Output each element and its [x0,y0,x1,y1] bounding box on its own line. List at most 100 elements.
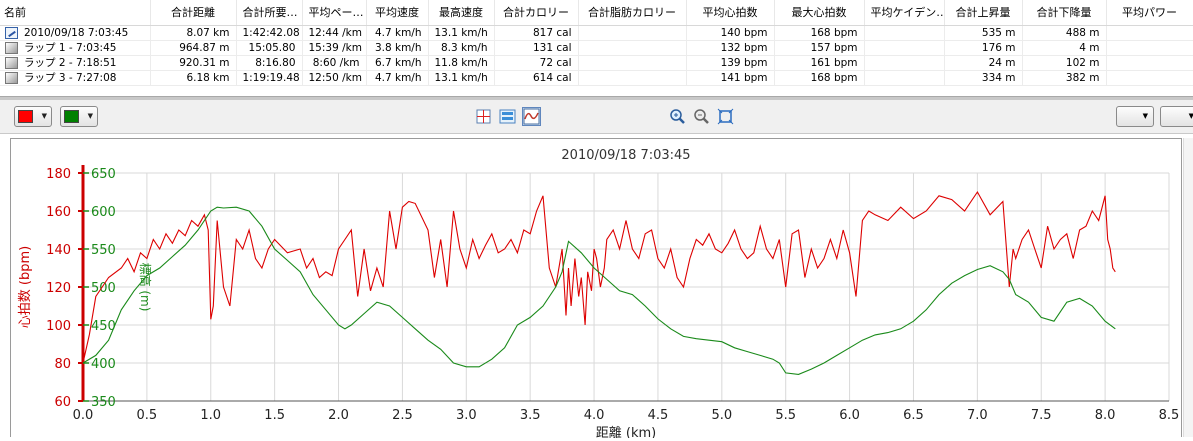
crosshair-icon [476,109,491,124]
column-header[interactable]: 合計脂肪カロリー [578,0,687,26]
x-tick-label: 4.5 [648,408,669,423]
x-tick-label: 4.0 [584,408,605,423]
column-header[interactable]: 名前 [0,0,151,26]
elevation-tick-label: 550 [91,243,116,258]
table-cell: 168 bpm [774,25,865,41]
table-cell: 4 m [1022,40,1107,56]
lap-icon [5,41,18,54]
column-header[interactable]: 合計距離 [150,0,237,26]
chart-panel: 2010/09/18 7:03:45 0.0 0.5 1.0 1.5 2.0 2.5 3.0 3… [10,138,1182,441]
column-header[interactable]: 平均パワー [1106,0,1193,26]
table-cell: 920.31 m [150,55,237,71]
right-dropdown-button-1[interactable]: ▼ [1116,106,1154,127]
row-name-cell: ラップ 3 - 7:27:08 [0,70,151,86]
table-cell: 6.18 km [150,70,237,86]
x-tick-label: 8.0 [1095,408,1116,423]
secondary-color-button[interactable]: ▼ [60,106,98,127]
x-tick-label: 1.0 [200,408,221,423]
table-cell: 817 cal [494,25,579,41]
graph-view-button[interactable] [522,107,541,126]
table-cell: 168 bpm [774,70,865,86]
table-cell: 102 m [1022,55,1107,71]
heart-rate-elevation-chart: 2010/09/18 7:03:45 0.0 0.5 1.0 1.5 2.0 2.5 3.0 3… [18,148,1180,441]
table-header-row: 名前 合計距離 合計所要… 平均ペー… 平均速度 最高速度 合計カロリー 合計脂肪カロリー 平均… [0,0,1193,26]
table-cell [864,70,945,86]
x-tick-label: 3.5 [520,408,541,423]
graph-toolbar: ▼ ▼ 距離 ▼ [0,100,1193,226]
table-cell: 382 m [1022,70,1107,86]
splitter[interactable] [0,96,1193,100]
table-cell: 535 m [944,25,1023,41]
row-name-text: ラップ 3 - 7:27:08 [24,71,117,84]
table-cell [864,40,945,56]
column-header[interactable]: 合計カロリー [494,0,579,26]
column-header[interactable]: 合計下降量 [1022,0,1107,26]
zoom-out-button[interactable] [692,107,711,126]
activity-icon [5,26,18,39]
elevation-tick-label: 500 [91,281,116,296]
table-cell [578,25,687,41]
fit-button[interactable] [716,107,735,126]
table-cell: 72 cal [494,55,579,71]
table-cell [1106,40,1193,56]
column-header[interactable]: 最高速度 [428,0,495,26]
table-cell: 157 bpm [774,40,865,56]
split-view-button[interactable] [498,107,517,126]
table-cell: 6.7 km/h [366,55,429,71]
x-tick-label: 5.0 [711,408,732,423]
x-tick-label: 5.5 [775,408,796,423]
x-tick-label: 1.5 [264,408,285,423]
x-tick-label: 7.5 [1031,408,1052,423]
hr-tick-label: 160 [46,205,71,220]
crosshair-button[interactable] [474,107,493,126]
x-axis-label: 距離 (km) [596,426,656,438]
primary-color-swatch [18,110,33,123]
table-row[interactable]: ラップ 3 - 7:27:08 6.18 km 1:19:19.48 12:50 /k… [0,70,1193,86]
activity-summary-table: 名前 合計距離 合計所要… 平均ペー… 平均速度 最高速度 合計カロリー 合計脂肪カロリー 平均… [0,0,1193,86]
table-cell: 964.87 m [150,40,237,56]
column-header[interactable]: 平均心拍数 [686,0,775,26]
table-row[interactable]: 2010/09/18 7:03:45 8.07 km 1:42:42.08 12:44… [0,25,1193,41]
graph-view-icon [523,108,540,125]
lap-icon [5,71,18,84]
zoom-in-icon [670,109,685,124]
x-tick-label: 2.5 [392,408,413,423]
table-cell: 139 bpm [686,55,775,71]
hr-tick-label: 60 [54,395,71,410]
elevation-tick-label: 450 [91,319,116,334]
elevation-axis-label: 標高 (m) [138,263,153,312]
column-header[interactable]: 平均速度 [366,0,429,26]
zoom-in-button[interactable] [668,107,687,126]
column-header[interactable]: 平均ケイデン… [864,0,945,26]
table-cell [578,70,687,86]
table-cell: 11.8 km/h [428,55,495,71]
activity-table: 名前 合計距離 合計所要… 平均ペー… 平均速度 最高速度 合計カロリー 合計脂肪カロリー 平均… [0,0,1193,96]
primary-color-button[interactable]: ▼ [14,106,52,127]
column-header[interactable]: 最大心拍数 [774,0,865,26]
table-row[interactable]: ラップ 1 - 7:03:45 964.87 m 15:05.80 15:39 /km… [0,40,1193,56]
table-cell [1106,25,1193,41]
table-cell: 1:42:42.08 [236,25,303,41]
table-cell: 132 bpm [686,40,775,56]
zoom-out-icon [694,109,709,124]
table-cell: 1:19:19.48 [236,70,303,86]
table-cell: 614 cal [494,70,579,86]
column-header[interactable]: 合計所要… [236,0,303,26]
table-row[interactable]: ラップ 2 - 7:18:51 920.31 m 8:16.80 8:60 /km 6.… [0,55,1193,71]
table-cell: 131 cal [494,40,579,56]
right-dropdown-button-2[interactable]: ▼ [1160,106,1193,127]
table-cell [1106,55,1193,71]
table-cell: 488 m [1022,25,1107,41]
vertical-scrollbar[interactable] [1183,138,1193,437]
table-cell: 161 bpm [774,55,865,71]
table-cell: 15:05.80 [236,40,303,56]
column-header[interactable]: 平均ペー… [302,0,367,26]
column-header[interactable]: 合計上昇量 [944,0,1023,26]
table-cell: 4.7 km/h [366,25,429,41]
hr-tick-label: 100 [46,319,71,334]
table-cell [864,25,945,41]
table-cell: 4.7 km/h [366,70,429,86]
hr-tick-label: 180 [46,167,71,182]
x-tick-label: 8.5 [1159,408,1180,423]
elevation-tick-label: 400 [91,357,116,372]
